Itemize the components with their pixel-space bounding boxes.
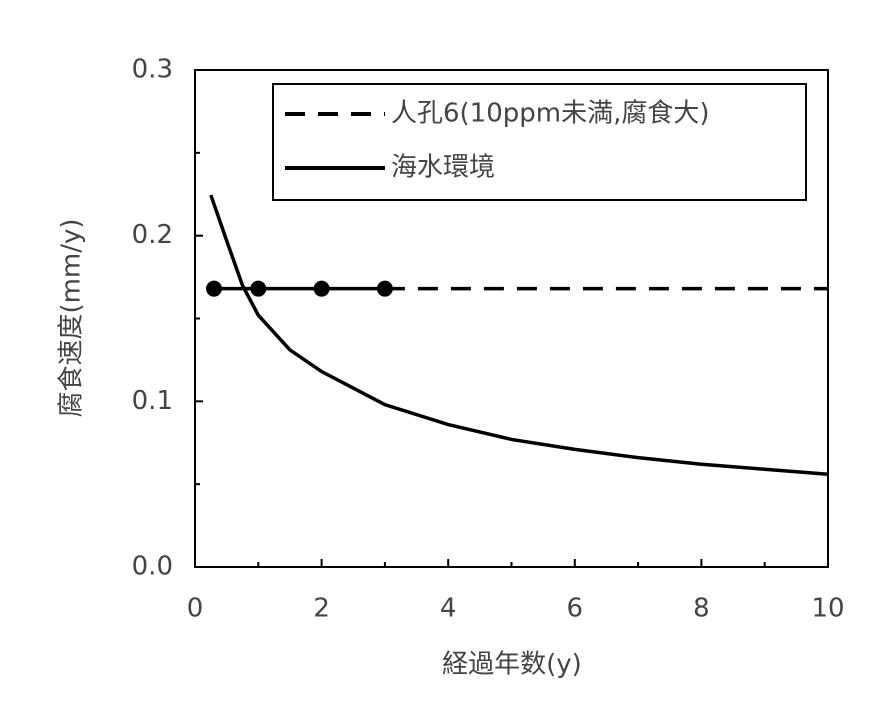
marker: [313, 280, 330, 297]
x-tick-label: 8: [693, 594, 710, 624]
marker: [376, 280, 393, 297]
marker: [205, 280, 222, 297]
y-axis-label: 腐食速度(mm/y): [57, 218, 87, 417]
series-line: [209, 194, 829, 476]
y-tick-label: 0.1: [132, 386, 173, 416]
x-tick-label: 2: [313, 594, 330, 624]
legend-label: 海水環境: [391, 153, 495, 183]
legend-label: 人孔6(10ppm未満,腐食大): [391, 99, 710, 129]
x-tick-label: 4: [440, 594, 457, 624]
x-tick-label: 6: [567, 594, 584, 624]
marker: [250, 280, 267, 297]
x-axis-label: 経過年数(y): [442, 650, 582, 680]
x-tick-label: 0: [187, 594, 204, 624]
legend-box: [272, 83, 807, 201]
y-tick-label: 0.0: [132, 552, 173, 582]
x-tick-label: 10: [811, 594, 844, 624]
y-tick-label: 0.2: [132, 220, 173, 250]
y-tick-label: 0.3: [132, 55, 173, 85]
